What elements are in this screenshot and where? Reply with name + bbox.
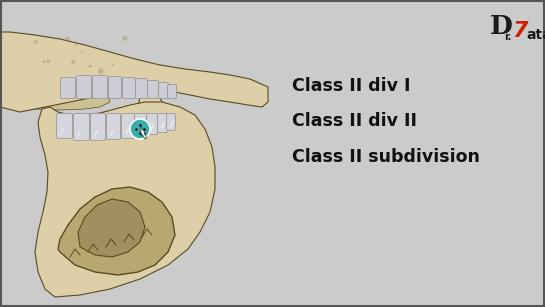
FancyBboxPatch shape [106, 114, 120, 139]
Polygon shape [78, 199, 145, 257]
Text: ata: ata [526, 28, 545, 42]
FancyBboxPatch shape [136, 79, 148, 99]
Text: Class II div I: Class II div I [292, 77, 410, 95]
FancyBboxPatch shape [158, 114, 167, 133]
Circle shape [88, 65, 91, 68]
Circle shape [74, 43, 77, 46]
FancyBboxPatch shape [135, 114, 147, 137]
Circle shape [130, 119, 150, 139]
FancyBboxPatch shape [167, 114, 175, 130]
Circle shape [42, 60, 46, 64]
Polygon shape [58, 187, 175, 275]
FancyBboxPatch shape [148, 80, 159, 99]
FancyBboxPatch shape [93, 76, 107, 99]
Circle shape [112, 63, 114, 66]
Text: 7: 7 [512, 21, 528, 41]
FancyBboxPatch shape [122, 114, 135, 138]
Polygon shape [0, 32, 268, 112]
Circle shape [65, 36, 70, 41]
FancyBboxPatch shape [90, 114, 106, 141]
FancyBboxPatch shape [60, 77, 76, 99]
FancyBboxPatch shape [167, 84, 177, 99]
FancyBboxPatch shape [57, 114, 72, 138]
FancyBboxPatch shape [147, 114, 158, 134]
Polygon shape [141, 127, 147, 139]
Text: r.: r. [504, 32, 511, 42]
FancyBboxPatch shape [76, 76, 92, 99]
Circle shape [98, 68, 104, 74]
Circle shape [71, 60, 75, 64]
Circle shape [34, 40, 38, 44]
Circle shape [89, 65, 92, 67]
Text: Class II div II: Class II div II [292, 112, 416, 130]
Text: Class II subdivision: Class II subdivision [292, 148, 480, 165]
FancyBboxPatch shape [108, 76, 122, 99]
Polygon shape [138, 89, 185, 262]
Circle shape [46, 59, 50, 64]
Polygon shape [0, 32, 110, 110]
Polygon shape [35, 102, 215, 297]
Text: D: D [490, 14, 513, 40]
Circle shape [80, 50, 82, 52]
FancyBboxPatch shape [123, 77, 136, 99]
Circle shape [122, 36, 128, 41]
FancyBboxPatch shape [74, 114, 89, 141]
FancyBboxPatch shape [159, 83, 168, 99]
